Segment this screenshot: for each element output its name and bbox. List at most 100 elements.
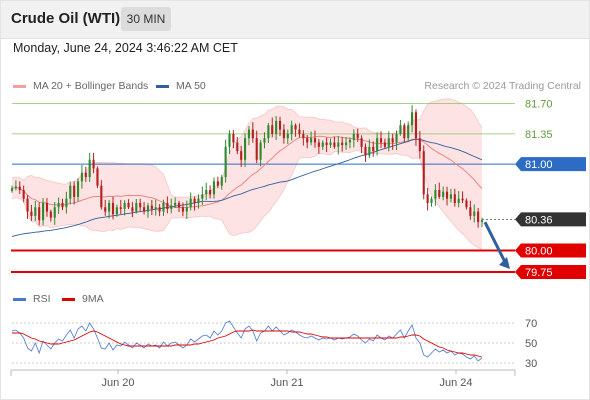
candle-body (45, 202, 49, 212)
legend-bollinger: MA 20 + Bollinger Bands (13, 80, 148, 92)
candle-body (100, 185, 103, 208)
candle-body (465, 200, 468, 208)
candle-body (407, 125, 410, 139)
candle-body (197, 198, 200, 203)
candle-body (201, 194, 204, 199)
candle-body (418, 138, 421, 152)
candle-body (158, 207, 161, 212)
candle-body (329, 142, 332, 146)
candle-body (115, 207, 118, 215)
candle-body (275, 120, 278, 134)
candle-body (469, 207, 472, 216)
candle-body (267, 125, 270, 139)
candle-body (88, 159, 91, 178)
candle-body (243, 138, 247, 160)
candle-body (181, 207, 184, 212)
candle-body (438, 190, 441, 197)
candle-body (282, 129, 285, 139)
candle-body (271, 125, 274, 134)
candle-body (251, 129, 254, 139)
candle-body (247, 129, 251, 139)
candle-body (259, 142, 262, 160)
candle-body (255, 138, 258, 160)
candle-body (449, 194, 452, 199)
candle-body (445, 191, 449, 199)
candle-body (356, 133, 359, 139)
legend-ma50: MA 50 (156, 80, 206, 92)
candle-body (341, 142, 344, 146)
candle-body (352, 133, 355, 140)
candle-body (10, 188, 14, 191)
bollinger-swatch (13, 84, 26, 88)
candle-body (131, 207, 134, 212)
candle-body (333, 142, 336, 147)
candle-body (263, 138, 266, 143)
candle-body (376, 138, 379, 152)
candle-body (84, 172, 87, 178)
candle-body (403, 125, 406, 139)
ma50-line (11, 138, 483, 237)
forecast-arrow (483, 221, 510, 270)
rsi-swatch (13, 297, 26, 301)
candle-body (430, 198, 433, 203)
moving-averages (11, 135, 483, 237)
ma50-swatch (156, 84, 169, 88)
legend-rsi-label: RSI (33, 293, 51, 305)
candle-body (224, 146, 227, 178)
candle-body (14, 186, 17, 189)
candle-body (38, 207, 41, 221)
candle-body (298, 129, 301, 134)
candle-body (232, 133, 235, 143)
candle-body (154, 207, 157, 209)
rsi-tick-50: 50 (525, 338, 537, 350)
candle-body (73, 185, 76, 197)
candle-body (434, 190, 437, 199)
candle-body (321, 142, 324, 147)
candle-body (461, 198, 464, 201)
candle-body (294, 125, 297, 130)
candle-body (387, 138, 390, 147)
candle-body (49, 211, 52, 218)
rsi-panel: 70 50 30 (11, 318, 537, 370)
candle-body (399, 125, 402, 134)
candle-body (457, 198, 460, 203)
candle-body (209, 190, 212, 195)
candle-body (92, 159, 95, 169)
candle-body (364, 146, 367, 156)
candle-body (127, 202, 130, 208)
candle-body (34, 207, 37, 216)
datetime-label: Monday, June 24, 2024 3:46:22 AM CET (13, 41, 238, 55)
candle-body (426, 194, 429, 203)
candle-body (360, 138, 363, 147)
candle-body (317, 142, 320, 147)
candle-body (228, 133, 231, 147)
candle-body (325, 142, 328, 146)
timeframe-button[interactable]: 30 MIN (121, 7, 171, 31)
candle-body (391, 138, 394, 143)
candle-body (65, 198, 68, 208)
bollinger-band-fill (12, 98, 482, 250)
candle-body (368, 146, 371, 156)
level-label-80-36: 80.36 (525, 214, 553, 226)
level-label-81-00: 81.00 (525, 159, 553, 171)
candle-body (212, 181, 216, 195)
candle-body (177, 202, 181, 208)
candle-body (278, 120, 282, 130)
rsi-ma-swatch (62, 297, 75, 301)
candle-body (162, 202, 165, 212)
candle-body (57, 202, 60, 208)
candle-body (422, 151, 425, 195)
candle-body (111, 202, 115, 215)
forecast-arrow-shaft (483, 221, 508, 265)
candle-body (76, 181, 80, 197)
rsi-ma-line (12, 329, 483, 358)
candle-body (22, 190, 25, 199)
candle-body (480, 220, 484, 222)
candle-body (302, 133, 305, 139)
candle-body (18, 186, 21, 190)
candle-body (453, 194, 456, 203)
candle-body (69, 185, 72, 199)
candle-body (220, 177, 223, 186)
rsi-tick-70: 70 (525, 318, 537, 330)
